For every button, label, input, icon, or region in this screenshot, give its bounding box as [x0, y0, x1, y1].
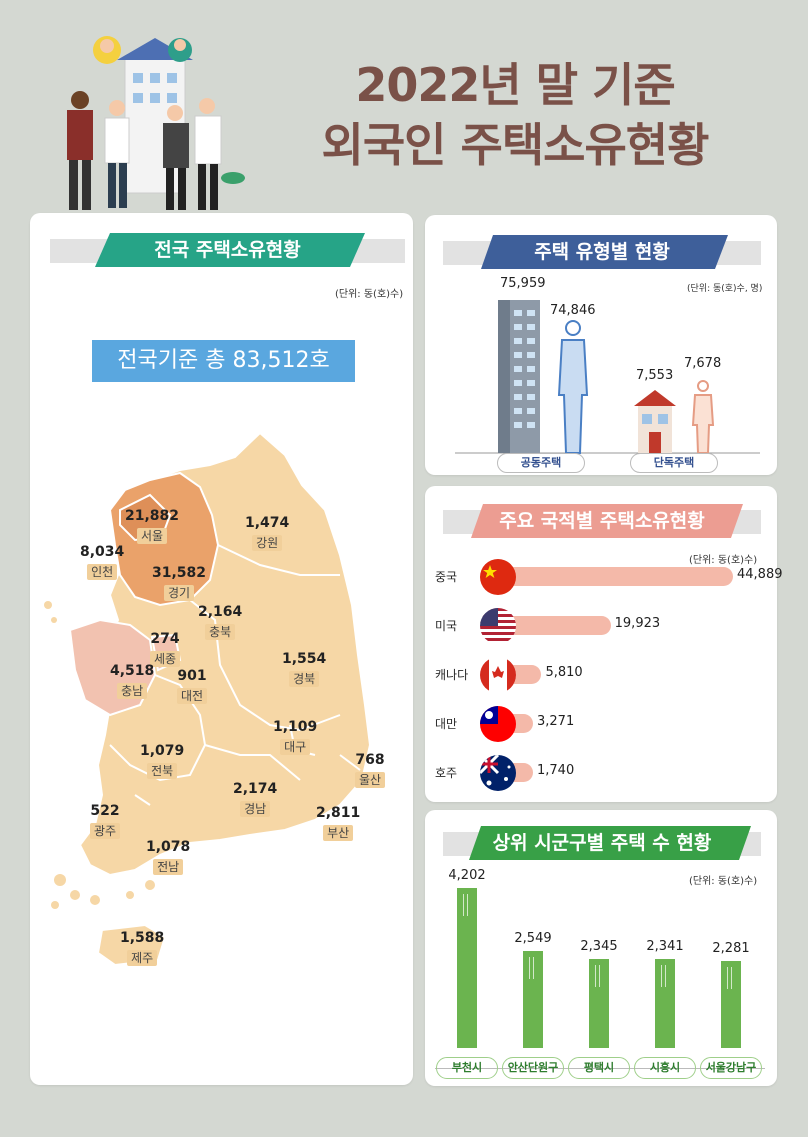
- canada-flag-icon: [480, 657, 516, 693]
- nationality-row: 캐나다 5,810: [435, 655, 775, 695]
- housing-type-unit: (단위: 동(호)수, 명): [687, 284, 763, 294]
- taiwan-flag-icon: [480, 706, 516, 742]
- housing-type-panel: 주택 유형별 현황 (단위: 동(호)수, 명): [425, 215, 777, 475]
- banner-shape: [50, 233, 405, 267]
- usa-flag-icon: [480, 608, 516, 644]
- nationality-banner: 주요 국적별 주택소유현황: [443, 504, 761, 538]
- housing-type-banner: 주택 유형별 현황: [443, 235, 761, 269]
- country-name: 대만: [435, 717, 458, 731]
- title-line-2: 외국인 주택소유현황: [321, 118, 710, 172]
- region-chungnam: 4,518 충남: [110, 663, 155, 699]
- nationality-panel: 주요 국적별 주택소유현황 (단위: 동(호)수): [425, 486, 777, 802]
- nationality-value: 5,810: [545, 665, 583, 680]
- region-daejeon: 901 대전: [177, 668, 208, 704]
- korea-map: [44, 431, 372, 967]
- detached-label: 단독주택: [630, 453, 718, 473]
- nationality-unit: (단위: 동(호)수): [689, 555, 758, 566]
- apartment-label: 공동주택: [497, 453, 585, 473]
- nationality-bar: [513, 616, 611, 635]
- banner-shape: [443, 826, 761, 860]
- region-gangwon: 1,474 강원: [245, 515, 290, 551]
- national-banner: 전국 주택소유현황: [50, 233, 405, 267]
- detached-house-count: 7,553: [636, 368, 674, 383]
- country-name: 중국: [435, 570, 458, 584]
- region-jeonbuk: 1,079 전북: [140, 743, 185, 779]
- nationality-row: 호주 1,740: [435, 753, 775, 793]
- city-value: 2,281: [712, 941, 750, 957]
- nationality-value: 19,923: [614, 616, 661, 631]
- city-value: 2,345: [580, 938, 618, 954]
- city-label: 안산단원구: [502, 1057, 564, 1079]
- city-label: 부천시: [436, 1057, 498, 1079]
- region-gyeonggi: 31,582 경기: [152, 565, 207, 601]
- housing-type-chart: [455, 300, 760, 454]
- people-illustration: [67, 36, 245, 210]
- apartment-house-count: 75,959: [500, 276, 546, 291]
- nationality-row: 미국 19,923: [435, 606, 775, 646]
- city-bar: [721, 961, 741, 1048]
- nationality-value: 3,271: [537, 714, 575, 729]
- city-label: 시흥시: [634, 1057, 696, 1079]
- page-title: 2022년 말 기준 외국인 주택소유현황: [255, 55, 775, 175]
- city-baseline: [435, 1068, 765, 1069]
- nationality-value: 1,740: [537, 763, 575, 778]
- region-ulsan: 768 울산: [355, 752, 386, 788]
- australia-flag-icon: [480, 755, 516, 791]
- nationality-bar: [513, 567, 733, 586]
- city-label: 평택시: [568, 1057, 630, 1079]
- person-blue-icon: [557, 320, 589, 454]
- region-incheon: 8,034 인천: [80, 544, 125, 580]
- region-gyeongbuk: 1,554 경북: [282, 651, 327, 687]
- region-chungbuk: 2,164 충북: [198, 604, 243, 640]
- nationality-row: 중국 44,889: [435, 557, 783, 597]
- region-seoul: 21,882 서울: [125, 508, 180, 544]
- apartment-owner-count: 74,846: [550, 303, 596, 318]
- nationality-value: 44,889: [737, 567, 783, 582]
- title-line-1: 2022년 말 기준: [355, 58, 675, 112]
- city-bar: [589, 958, 609, 1048]
- city-value: 2,549: [514, 930, 552, 946]
- nationality-bar: [513, 714, 533, 733]
- city-value: 2,341: [646, 938, 684, 954]
- detached-owner-count: 7,678: [684, 356, 722, 371]
- banner-shape: [443, 235, 761, 269]
- city-bar: [655, 958, 675, 1048]
- country-name: 호주: [435, 766, 458, 780]
- region-jeju: 1,588 제주: [120, 930, 165, 966]
- region-busan: 2,811 부산: [316, 805, 361, 841]
- top-cities-banner: 상위 시군구별 주택 수 현황: [443, 826, 761, 860]
- banner-shape: [443, 504, 761, 538]
- city-bar: [523, 950, 543, 1048]
- region-jeonnam: 1,078 전남: [146, 839, 191, 875]
- nationality-bar: [513, 763, 533, 782]
- region-daegu: 1,109 대구: [273, 719, 318, 755]
- region-gwangju: 522 광주: [90, 803, 121, 839]
- national-unit: (단위: 동(호)수): [335, 289, 404, 300]
- city-bar: [457, 888, 477, 1048]
- top-cities-unit: (단위: 동(호)수): [689, 876, 758, 887]
- nationality-bar: [513, 665, 542, 684]
- country-name: 캐나다: [435, 668, 469, 682]
- national-total: 전국기준 총 83,512호: [92, 340, 355, 382]
- house-icon: [634, 390, 676, 453]
- country-name: 미국: [435, 619, 458, 633]
- region-sejong: 274 세종: [150, 631, 181, 667]
- city-label: 서울강남구: [700, 1057, 762, 1079]
- region-gyeongnam: 2,174 경남: [233, 781, 278, 817]
- nationality-row: 대만 3,271: [435, 704, 775, 744]
- person-peach-icon: [691, 380, 715, 454]
- city-value: 4,202: [448, 868, 486, 883]
- apartment-building-icon: [498, 300, 540, 453]
- china-flag-icon: [480, 559, 516, 595]
